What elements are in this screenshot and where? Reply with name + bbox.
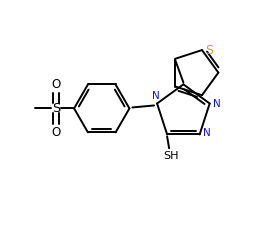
Text: SH: SH — [163, 151, 179, 161]
Text: S: S — [52, 102, 60, 115]
Text: O: O — [52, 78, 61, 91]
Text: N: N — [203, 128, 210, 138]
Text: O: O — [52, 126, 61, 139]
Text: N: N — [213, 100, 221, 109]
Text: S: S — [205, 44, 213, 57]
Text: N: N — [152, 91, 160, 100]
